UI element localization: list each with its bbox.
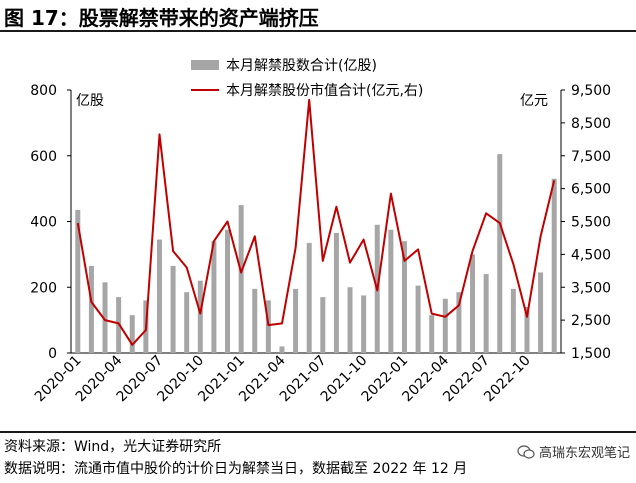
- bar-2021-06: [306, 242, 312, 353]
- legend: 本月解禁股数合计(亿股) 本月解禁股份市值合计(亿元,右): [191, 58, 423, 99]
- left-axis-unit: 亿股: [76, 93, 104, 109]
- right-tick-label: 3,500: [571, 280, 611, 296]
- bar-2020-02: [88, 265, 94, 353]
- bar-2022-07: [483, 274, 489, 353]
- wechat-icon: [517, 444, 535, 459]
- bar-2022-04: [442, 298, 448, 353]
- bar-2022-06: [470, 254, 476, 353]
- figure-title: 图 17：股票解禁带来的资产端挤压: [4, 6, 319, 30]
- bar-2020-08: [170, 265, 176, 353]
- left-tick-label: 600: [30, 149, 57, 165]
- right-tick-label: 7,500: [571, 149, 611, 165]
- left-tick-label: 800: [30, 83, 57, 99]
- bar-2022-09: [510, 288, 516, 353]
- left-tick-label: 0: [48, 346, 57, 362]
- bar-2020-12: [225, 229, 231, 353]
- legend-bar-label: 本月解禁股数合计(亿股): [226, 58, 377, 74]
- right-tick-label: 5,500: [571, 215, 611, 231]
- bar-2021-08: [333, 233, 339, 353]
- footer-rule: [0, 431, 636, 433]
- left-tick-label: 400: [30, 215, 57, 231]
- bar-2020-10: [197, 280, 203, 353]
- right-axis-unit: 亿元: [520, 93, 548, 109]
- bar-2022-08: [497, 154, 503, 353]
- left-tick-label: 200: [30, 280, 57, 296]
- bar-2020-01: [75, 209, 81, 353]
- chart: 本月解禁股数合计(亿股) 本月解禁股份市值合计(亿元,右) 亿股 亿元 0 200…: [30, 58, 611, 405]
- bar-2022-10: [524, 306, 530, 353]
- bar-2020-03: [102, 282, 108, 353]
- bar-2021-12: [388, 229, 394, 353]
- bar-2021-03: [265, 300, 271, 353]
- bar-2020-11: [211, 241, 217, 353]
- bar-2022-03: [429, 315, 435, 353]
- right-tick-label: 8,500: [571, 116, 611, 132]
- bar-2021-09: [347, 287, 353, 353]
- brand-watermark: 高瑞东宏观笔记: [517, 442, 630, 461]
- bar-2020-09: [184, 292, 190, 353]
- bar-2021-01: [238, 205, 244, 353]
- bar-2021-02: [252, 288, 258, 353]
- bar-2021-07: [320, 297, 326, 353]
- right-tick-label: 1,500: [571, 346, 611, 362]
- source-note: 资料来源：Wind，光大证券研究所: [4, 439, 222, 455]
- bar-2021-10: [361, 295, 367, 353]
- legend-line-label: 本月解禁股份市值合计(亿元,右): [226, 82, 423, 99]
- title-rule: [0, 30, 636, 32]
- right-tick-label: 6,500: [571, 182, 611, 198]
- bar-2021-05: [293, 288, 299, 353]
- bar-2022-01: [401, 241, 407, 353]
- bar-2022-02: [415, 285, 421, 353]
- bar-2020-05: [129, 315, 135, 353]
- bar-2021-04: [279, 346, 285, 353]
- right-tick-label: 9,500: [571, 83, 611, 99]
- brand-text: 高瑞东宏观笔记: [538, 446, 630, 461]
- right-tick-label: 2,500: [571, 313, 611, 329]
- legend-bar-swatch: [191, 60, 219, 70]
- bar-2022-12: [551, 178, 557, 353]
- right-tick-label: 4,500: [571, 247, 611, 263]
- bar-2022-05: [456, 292, 462, 353]
- bar-2022-11: [538, 272, 544, 353]
- series-line-market-value: [76, 98, 556, 346]
- data-note: 数据说明：流通市值中股价的计价日为解禁当日，数据截至 2022 年 12 月: [4, 461, 468, 477]
- bar-2020-07: [156, 239, 162, 353]
